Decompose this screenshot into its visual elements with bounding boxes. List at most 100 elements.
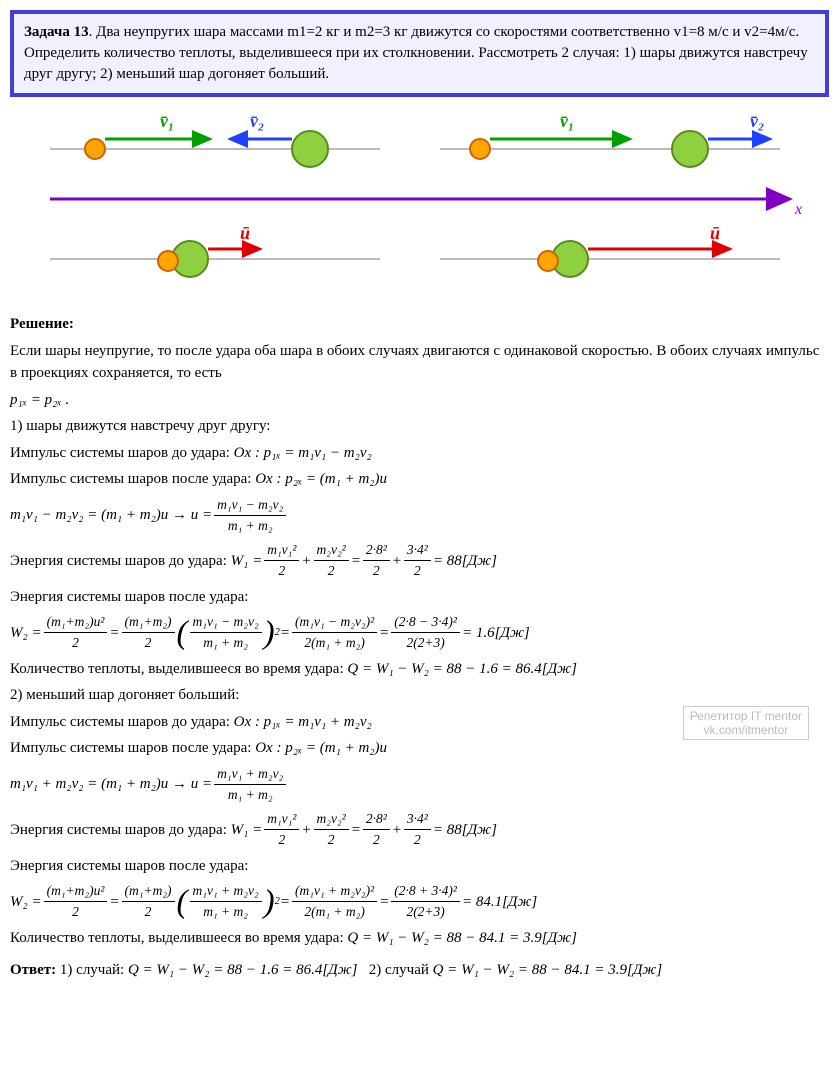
n: (2·8 − 3·4)² bbox=[391, 612, 460, 633]
answer-eq1: Q = W₁ − W₂ = 88 − 1.6 = 86.4[Дж] bbox=[128, 962, 358, 978]
d: 2(2+3) bbox=[391, 633, 460, 653]
case1-w1: Энергия системы шаров до удара: W₁ = m₁v… bbox=[10, 540, 829, 582]
d: 2 bbox=[363, 830, 390, 850]
answer-c2-label: 2) случай bbox=[369, 962, 429, 978]
case2-imp-before: Импульс системы шаров до удара: Ox : p₁ₓ… bbox=[10, 711, 829, 734]
label: Импульс системы шаров после удара: bbox=[10, 471, 251, 487]
n: (m₁v₁ − m₂v₂)² bbox=[292, 612, 377, 633]
n: (m₁v₁ + m₂v₂)² bbox=[292, 881, 377, 902]
n: 2·8² bbox=[363, 540, 390, 561]
case1-imp-after: Импульс системы шаров после удара: Ox : … bbox=[10, 468, 829, 491]
n: 3·4² bbox=[404, 809, 431, 830]
d: m₁ + m₂ bbox=[190, 633, 262, 653]
res: = 88[Дж] bbox=[433, 819, 497, 842]
case2-w1: Энергия системы шаров до удара: W₁ = m₁v… bbox=[10, 809, 829, 851]
eq: Ox : p₁ₓ = m₁v₁ + m₂v₂ bbox=[234, 714, 372, 730]
svg-text:ū: ū bbox=[240, 223, 250, 243]
solution-header: Решение: bbox=[10, 313, 829, 336]
eq: Q = W₁ − W₂ = 88 − 1.6 = 86.4[Дж] bbox=[347, 661, 577, 677]
svg-text:v̄₁: v̄₁ bbox=[160, 111, 174, 131]
intro-text: Если шары неупругие, то после удара оба … bbox=[10, 340, 829, 385]
answer-line: Ответ: 1) случай: Q = W₁ − W₂ = 88 − 1.6… bbox=[10, 959, 829, 982]
label: Энергия системы шаров до удара: bbox=[10, 819, 227, 842]
d: 2 bbox=[404, 561, 431, 581]
res: = 88[Дж] bbox=[433, 550, 497, 573]
n: m₁v₁ − m₂v₂ bbox=[190, 612, 262, 633]
label: Импульс системы шаров после удара: bbox=[10, 740, 251, 756]
eq: Ox : p₁ₓ = m₁v₁ − m₂v₂ bbox=[234, 445, 372, 461]
n: (m₁+m₂) bbox=[122, 612, 175, 633]
physics-diagram: v̄₁ v̄₂ v̄₁ v̄₂ x ū ū bbox=[10, 109, 810, 289]
case1-w2-label: Энергия системы шаров после удара: bbox=[10, 586, 829, 609]
lhs: m₁v₁ − m₂v₂ = (m₁ + m₂)u → u = bbox=[10, 504, 212, 527]
answer-eq2: Q = W₁ − W₂ = 88 − 84.1 = 3.9[Дж] bbox=[433, 962, 663, 978]
den: m₁ + m₂ bbox=[214, 516, 286, 536]
watermark: Репетитор IT mentor vk.com/itmentor bbox=[683, 706, 809, 741]
case1-q: Количество теплоты, выделившееся во врем… bbox=[10, 658, 829, 681]
d: 2 bbox=[264, 561, 299, 581]
den: m₁ + m₂ bbox=[214, 785, 286, 805]
svg-text:v̄₂: v̄₂ bbox=[750, 111, 764, 131]
eq: Ox : p₂ₓ = (m₁ + m₂)u bbox=[255, 740, 387, 756]
prefix: W₂ = bbox=[10, 622, 42, 645]
n: m₁v₁² bbox=[264, 809, 299, 830]
eq: Q = W₁ − W₂ = 88 − 84.1 = 3.9[Дж] bbox=[347, 930, 577, 946]
d: 2(m₁ + m₂) bbox=[292, 902, 377, 922]
n: (m₁+m₂)u² bbox=[44, 881, 108, 902]
case1-title: 1) шары движутся навстречу друг другу: bbox=[10, 415, 829, 438]
d: 2 bbox=[363, 561, 390, 581]
svg-text:v̄₂: v̄₂ bbox=[250, 111, 264, 131]
case2-q: Количество теплоты, выделившееся во врем… bbox=[10, 927, 829, 950]
case2-u-derive: m₁v₁ + m₂v₂ = (m₁ + m₂)u → u = m₁v₁ + m₂… bbox=[10, 764, 829, 806]
d: 2 bbox=[404, 830, 431, 850]
wm-line1: Репетитор IT mentor bbox=[690, 709, 802, 723]
svg-text:x: x bbox=[794, 201, 802, 218]
n: 2·8² bbox=[363, 809, 390, 830]
d: 2 bbox=[314, 830, 349, 850]
case1-u-derive: m₁v₁ − m₂v₂ = (m₁ + m₂)u → u = m₁v₁ − m₂… bbox=[10, 495, 829, 537]
num: m₁v₁ − m₂v₂ bbox=[214, 495, 286, 516]
n: (m₁+m₂)u² bbox=[44, 612, 108, 633]
d: 2(2+3) bbox=[391, 902, 460, 922]
prefix: W₁ = bbox=[231, 819, 263, 842]
momentum-conservation: p₁ₓ = p₂ₓ . bbox=[10, 389, 829, 412]
problem-title: Задача 13 bbox=[24, 24, 89, 40]
case2-w2: W₂ = (m₁+m₂)u²2 = (m₁+m₂)2 ( m₁v₁ + m₂v₂… bbox=[10, 881, 829, 923]
answer-c1-label: 1) случай: bbox=[60, 962, 124, 978]
label: Импульс системы шаров до удара: bbox=[10, 714, 230, 730]
n: (m₁+m₂) bbox=[122, 881, 175, 902]
case1-w2: W₂ = (m₁+m₂)u²2 = (m₁+m₂)2 ( m₁v₁ − m₂v₂… bbox=[10, 612, 829, 654]
prefix: W₂ = bbox=[10, 891, 42, 914]
problem-box: Задача 13. Два неупругих шара массами m1… bbox=[10, 10, 829, 97]
n: (2·8 + 3·4)² bbox=[391, 881, 460, 902]
case2-w2-label: Энергия системы шаров после удара: bbox=[10, 855, 829, 878]
case1-imp-before: Импульс системы шаров до удара: Ox : p₁ₓ… bbox=[10, 442, 829, 465]
case2-title: 2) меньший шар догоняет больший: bbox=[10, 684, 829, 707]
n: m₁v₁² bbox=[264, 540, 299, 561]
n: m₂v₂² bbox=[314, 809, 349, 830]
n: 3·4² bbox=[404, 540, 431, 561]
label: Импульс системы шаров до удара: bbox=[10, 445, 230, 461]
res: = 84.1[Дж] bbox=[462, 891, 537, 914]
num: m₁v₁ + m₂v₂ bbox=[214, 764, 286, 785]
wm-line2: vk.com/itmentor bbox=[690, 723, 802, 737]
d: 2 bbox=[314, 561, 349, 581]
label: Количество теплоты, выделившееся во врем… bbox=[10, 930, 344, 946]
n: m₂v₂² bbox=[314, 540, 349, 561]
lhs: m₁v₁ + m₂v₂ = (m₁ + m₂)u → u = bbox=[10, 773, 212, 796]
d: m₁ + m₂ bbox=[190, 902, 262, 922]
eq: Ox : p₂ₓ = (m₁ + m₂)u bbox=[255, 471, 387, 487]
d: 2(m₁ + m₂) bbox=[292, 633, 377, 653]
res: = 1.6[Дж] bbox=[462, 622, 530, 645]
d: 2 bbox=[122, 633, 175, 653]
d: 2 bbox=[264, 830, 299, 850]
n: m₁v₁ + m₂v₂ bbox=[190, 881, 262, 902]
d: 2 bbox=[122, 902, 175, 922]
svg-text:v̄₁: v̄₁ bbox=[560, 111, 574, 131]
case2-imp-after: Импульс системы шаров после удара: Ox : … bbox=[10, 737, 829, 760]
answer-label: Ответ: bbox=[10, 962, 56, 978]
problem-text: . Два неупругих шара массами m1=2 кг и m… bbox=[24, 24, 808, 82]
label: Энергия системы шаров до удара: bbox=[10, 550, 227, 573]
prefix: W₁ = bbox=[231, 550, 263, 573]
label: Количество теплоты, выделившееся во врем… bbox=[10, 661, 344, 677]
